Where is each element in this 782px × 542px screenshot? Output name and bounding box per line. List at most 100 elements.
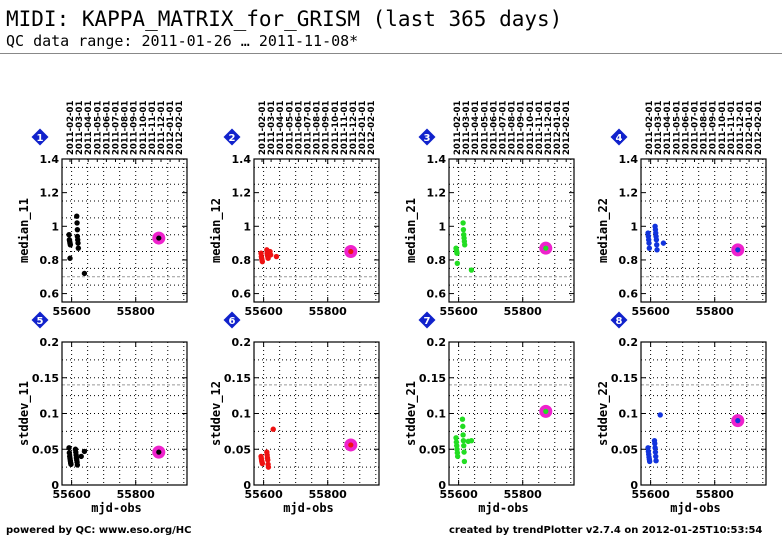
panel-number: 7 [424,316,431,327]
x-axis-label: mjd-obs [478,501,529,515]
x-tick-label: 55600 [52,488,91,501]
date-tick-label: 2011-08-01 [508,101,518,155]
data-point [453,435,459,441]
date-tick-label: 2011-07-01 [112,101,122,155]
date-tick-label: 2011-03-01 [462,101,472,155]
date-tick-label: 2011-10-01 [139,101,149,155]
highlight-point-core [348,248,354,255]
date-tick-label: 2011-03-01 [267,101,277,155]
panel-badge-icon [610,128,628,146]
data-point [265,457,271,463]
data-point [660,240,667,246]
date-tick-label: 2011-09-01 [709,101,719,155]
panel-number: 6 [229,316,236,327]
data-point [459,416,466,422]
y-axis-label: stddev_12 [209,381,224,446]
y-tick-label: 1 [438,220,446,233]
y-tick-label: 0.1 [232,408,252,421]
data-point [67,255,73,261]
y-tick-label: 1 [51,220,59,233]
x-tick-label: 55800 [309,488,348,501]
highlight-point-core [156,449,162,455]
date-tick-label: 2011-11-01 [148,101,158,155]
highlight-point-core [735,247,741,253]
date-tick-label: 2011-10-01 [526,101,536,155]
date-tick-label: 2011-02-01 [645,101,655,155]
date-tick-label: 2011-04-01 [276,101,286,155]
y-tick-label: 1.2 [232,187,252,200]
data-point [646,458,653,465]
data-point [81,270,88,277]
date-tick-label: 2011-06-01 [294,101,304,155]
date-tick-label: 2012-01-01 [166,101,176,155]
x-tick-label: 55600 [244,488,283,501]
date-tick-label: 2011-12-01 [736,101,746,155]
y-tick-label: 0.6 [427,288,447,301]
date-tick-label: 2012-02-01 [367,101,377,155]
date-tick-label: 2011-07-01 [691,101,701,155]
data-point [468,267,475,273]
y-tick-label: 0.05 [224,443,251,456]
date-tick-label: 2012-01-01 [553,101,563,155]
date-tick-label: 2011-10-01 [331,101,341,155]
x-tick-label: 55800 [504,488,543,501]
date-tick-label: 2011-08-01 [313,101,323,155]
date-tick-label: 2012-02-01 [175,101,185,155]
date-tick-label: 2011-06-01 [681,101,691,155]
y-tick-label: 1.4 [232,153,252,166]
data-point [75,245,82,251]
highlight-point-core [543,245,549,251]
y-tick-label: 0.2 [619,336,639,349]
date-tick-label: 2011-07-01 [499,101,509,155]
data-point [646,245,653,251]
plot-frame [61,158,188,303]
date-tick-label: 2011-02-01 [258,101,268,155]
date-tick-label: 2011-04-01 [84,101,94,155]
data-point [468,437,475,444]
y-tick-label: 0.05 [611,443,638,456]
panel-badge-icon [223,311,241,329]
date-tick-label: 2011-08-01 [121,101,131,155]
data-point [267,252,274,258]
data-point [74,462,81,468]
y-tick-label: 0 [51,479,59,492]
header-divider [0,53,782,54]
date-tick-label: 2011-12-01 [349,101,359,155]
y-tick-label: 1.2 [427,187,447,200]
y-axis-label: median_21 [404,198,419,263]
highlight-point-core [348,442,354,448]
data-point [74,226,81,233]
data-point [66,232,72,238]
data-point [68,461,74,467]
y-tick-label: 1.4 [619,153,639,166]
x-tick-label: 55600 [631,488,670,501]
x-tick-label: 55800 [117,305,156,318]
y-tick-label: 1.2 [619,187,639,200]
y-axis-label: stddev_11 [17,381,32,446]
data-point [454,250,460,256]
date-tick-label: 2011-05-01 [672,101,682,155]
x-tick-label: 55600 [631,305,670,318]
y-axis-label: median_12 [209,198,224,263]
panel-badge-icon [610,311,628,329]
x-tick-label: 55800 [309,305,348,318]
date-tick-label: 2011-05-01 [93,101,103,155]
y-tick-label: 0.8 [40,254,60,267]
y-tick-label: 0 [630,479,638,492]
date-tick-label: 2012-02-01 [562,101,572,155]
date-tick-label: 2011-02-01 [66,101,76,155]
date-tick-label: 2011-09-01 [130,101,140,155]
data-point [460,437,467,444]
date-tick-label: 2011-05-01 [480,101,490,155]
x-axis-label: mjd-obs [670,501,721,515]
date-tick-label: 2011-09-01 [322,101,332,155]
data-point [653,237,660,243]
plot-frame [448,341,575,486]
data-point [461,449,467,455]
date-tick-label: 2011-03-01 [75,101,85,155]
x-tick-label: 55600 [439,305,478,318]
y-tick-label: 0.05 [419,443,446,456]
date-tick-label: 2011-12-01 [157,101,167,155]
data-point [74,220,80,226]
